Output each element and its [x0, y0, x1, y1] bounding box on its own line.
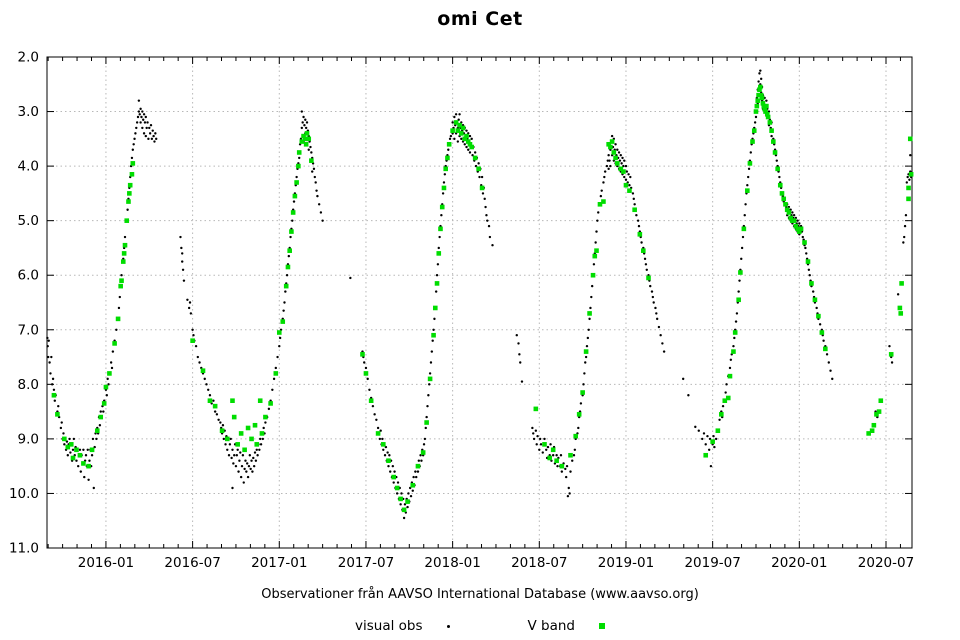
svg-text:2020-07: 2020-07 — [858, 555, 914, 571]
light-curve-plot: 2016-01 2016-07 2017-01 2017-07 2018-01 2018-… — [9, 50, 914, 572]
svg-text:5.0: 5.0 — [18, 213, 39, 229]
svg-text:2018-07: 2018-07 — [511, 555, 567, 571]
source-caption: Observationer från AAVSO International D… — [261, 587, 699, 602]
visual-obs-marker-icon — [446, 624, 450, 628]
svg-text:10.0: 10.0 — [9, 486, 39, 502]
svg-text:3.0: 3.0 — [18, 104, 39, 120]
svg-text:2017-07: 2017-07 — [338, 555, 394, 571]
svg-text:2020-01: 2020-01 — [771, 555, 827, 571]
svg-text:2019-07: 2019-07 — [684, 555, 740, 571]
v-band-marker-icon — [599, 623, 605, 629]
svg-text:2016-01: 2016-01 — [78, 555, 134, 571]
svg-text:6.0: 6.0 — [18, 268, 39, 284]
svg-text:7.0: 7.0 — [18, 322, 39, 338]
svg-text:2017-01: 2017-01 — [251, 555, 307, 571]
svg-text:8.0: 8.0 — [18, 377, 39, 393]
svg-text:2.0: 2.0 — [18, 50, 39, 66]
svg-text:9.0: 9.0 — [18, 431, 39, 447]
legend-label-visual-obs: visual obs — [354, 618, 423, 634]
chart-title: omi Cet — [437, 8, 523, 30]
svg-text:2018-01: 2018-01 — [424, 555, 480, 571]
legend-label-v-band: V band — [527, 618, 576, 634]
svg-text:2019-01: 2019-01 — [598, 555, 654, 571]
svg-text:2016-07: 2016-07 — [164, 555, 220, 571]
svg-text:11.0: 11.0 — [9, 541, 39, 557]
svg-text:4.0: 4.0 — [18, 159, 39, 175]
legend: visual obs V band — [0, 618, 960, 634]
